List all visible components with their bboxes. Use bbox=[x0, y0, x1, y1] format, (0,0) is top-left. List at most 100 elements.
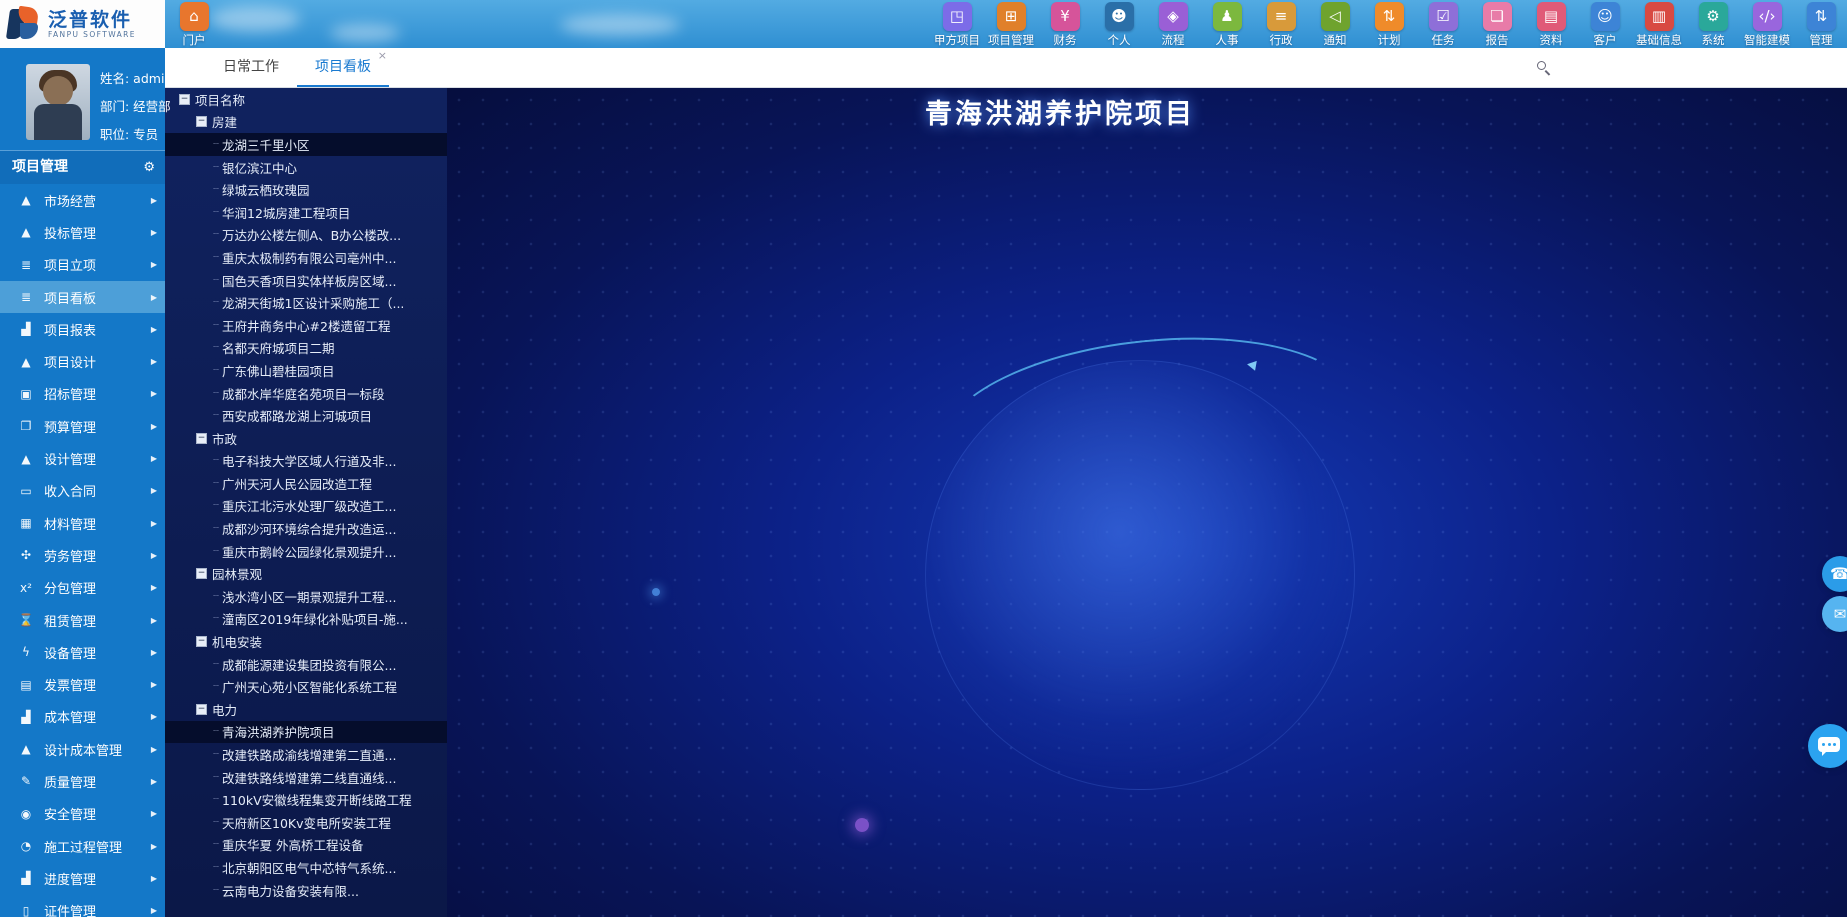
nav-item-label: 项目管理 bbox=[988, 33, 1034, 47]
tree-expand-icon[interactable]: − bbox=[196, 636, 207, 648]
sidebar-item-项目设计[interactable]: ▲ 项目设计 ▶ bbox=[0, 345, 165, 377]
sidebar-item-安全管理[interactable]: ◉ 安全管理 ▶ bbox=[0, 798, 165, 830]
tree-item-北京朝阳区电气中芯特气系统...[interactable]: ┄ 北京朝阳区电气中芯特气系统... bbox=[165, 856, 447, 879]
tree-item-电力[interactable]: − 电力 bbox=[165, 698, 447, 721]
sidebar-item-项目看板[interactable]: ≣ 项目看板 ▶ bbox=[0, 280, 165, 314]
sidebar-item-成本管理[interactable]: ▟ 成本管理 ▶ bbox=[0, 701, 165, 733]
sidebar-item-项目立项[interactable]: ≣ 项目立项 ▶ bbox=[0, 249, 165, 281]
tree-item-重庆江北污水处理厂级改造工...[interactable]: ┄ 重庆江北污水处理厂级改造工... bbox=[165, 495, 447, 518]
search-icon[interactable] bbox=[1536, 60, 1552, 76]
sidebar-item-租赁管理[interactable]: ⌛ 租赁管理 ▶ bbox=[0, 604, 165, 636]
tree-item-成都能源建设集团投资有限公...[interactable]: ┄ 成都能源建设集团投资有限公... bbox=[165, 653, 447, 676]
tree-item-园林景观[interactable]: − 园林景观 bbox=[165, 562, 447, 585]
nav-item-行政[interactable]: ≡ 行政 bbox=[1255, 2, 1307, 48]
tree-item-广州天心苑小区智能化系统工程[interactable]: ┄ 广州天心苑小区智能化系统工程 bbox=[165, 675, 447, 698]
tree-item-龙湖三千里小区[interactable]: ┄ 龙湖三千里小区 bbox=[165, 133, 447, 156]
nav-item-客户[interactable]: ☺ 客户 bbox=[1579, 2, 1631, 48]
nav-item-人事[interactable]: ♟ 人事 bbox=[1201, 2, 1253, 48]
tree-item-电子科技大学区域人行道及非...[interactable]: ┄ 电子科技大学区域人行道及非... bbox=[165, 450, 447, 473]
sidebar-item-设计管理[interactable]: ▲ 设计管理 ▶ bbox=[0, 442, 165, 474]
tree-item-云南电力设备安装有限...[interactable]: ┄ 云南电力设备安装有限... bbox=[165, 879, 447, 902]
tree-item-110kV安徽线程集变开断线路工程[interactable]: ┄ 110kV安徽线程集变开断线路工程 bbox=[165, 788, 447, 811]
chevron-right-icon: ▶ bbox=[150, 292, 157, 302]
tree-item-改建铁路线增建第二线直通线...[interactable]: ┄ 改建铁路线增建第二线直通线... bbox=[165, 766, 447, 789]
sidebar-item-材料管理[interactable]: ▦ 材料管理 ▶ bbox=[0, 507, 165, 539]
nav-item-任务[interactable]: ☑ 任务 bbox=[1417, 2, 1469, 48]
tree-item-机电安装[interactable]: − 机电安装 bbox=[165, 630, 447, 653]
tab-项目看板[interactable]: 项目看板 × bbox=[297, 47, 389, 87]
tree-item-绿城云栖玫瑰园[interactable]: ┄ 绿城云栖玫瑰园 bbox=[165, 178, 447, 201]
nav-item-资料[interactable]: ▤ 资料 bbox=[1525, 2, 1577, 48]
nav-item-甲方项目[interactable]: ◳ 甲方项目 bbox=[931, 2, 983, 48]
sidebar-item-施工过程管理[interactable]: ◔ 施工过程管理 ▶ bbox=[0, 830, 165, 862]
sidebar-item-劳务管理[interactable]: ✣ 劳务管理 ▶ bbox=[0, 539, 165, 571]
tree-expand-icon[interactable]: − bbox=[196, 432, 207, 444]
tree-item-成都水岸华庭名苑项目一标段[interactable]: ┄ 成都水岸华庭名苑项目一标段 bbox=[165, 382, 447, 405]
nav-item-流程[interactable]: ◈ 流程 bbox=[1147, 2, 1199, 48]
sidebar-item-进度管理[interactable]: ▟ 进度管理 ▶ bbox=[0, 862, 165, 894]
sidebar-item-招标管理[interactable]: ▣ 招标管理 ▶ bbox=[0, 378, 165, 410]
sidebar-item-质量管理[interactable]: ✎ 质量管理 ▶ bbox=[0, 765, 165, 797]
tree-item-名都天府城项目二期[interactable]: ┄ 名都天府城项目二期 bbox=[165, 337, 447, 360]
tree-item-广东佛山碧桂园项目[interactable]: ┄ 广东佛山碧桂园项目 bbox=[165, 359, 447, 382]
tree-item-青海洪湖养护院项目[interactable]: ┄ 青海洪湖养护院项目 bbox=[165, 720, 447, 744]
tab-close-icon[interactable]: × bbox=[377, 49, 387, 62]
tree-item-广州天河人民公园改造工程[interactable]: ┄ 广州天河人民公园改造工程 bbox=[165, 472, 447, 495]
nav-item-基础信息[interactable]: ▥ 基础信息 bbox=[1633, 2, 1685, 48]
tree-item-国色天香项目实体样板房区域...[interactable]: ┄ 国色天香项目实体样板房区域... bbox=[165, 269, 447, 292]
sidebar-item-发票管理[interactable]: ▤ 发票管理 ▶ bbox=[0, 668, 165, 700]
tree-item-重庆华夏 外高桥工程设备[interactable]: ┄ 重庆华夏 外高桥工程设备 bbox=[165, 834, 447, 857]
tree-item-华润12城房建工程项目[interactable]: ┄ 华润12城房建工程项目 bbox=[165, 201, 447, 224]
sidebar-item-投标管理[interactable]: ▲ 投标管理 ▶ bbox=[0, 216, 165, 248]
sidebar-item-设计成本管理[interactable]: ▲ 设计成本管理 ▶ bbox=[0, 733, 165, 765]
nav-item-计划[interactable]: ⇅ 计划 bbox=[1363, 2, 1415, 48]
tree-expand-icon[interactable]: − bbox=[196, 568, 207, 580]
sidebar-item-icon: ▟ bbox=[21, 709, 31, 724]
sidebar-item-设备管理[interactable]: ϟ 设备管理 ▶ bbox=[0, 636, 165, 668]
nav-item-通知[interactable]: ◁ 通知 bbox=[1309, 2, 1361, 48]
nav-item-财务[interactable]: ¥ 财务 bbox=[1039, 2, 1091, 48]
tab-日常工作[interactable]: 日常工作 bbox=[223, 59, 279, 75]
sidebar-item-icon: ▲ bbox=[21, 742, 31, 757]
tree-item-西安成都路龙湖上河城项目[interactable]: ┄ 西安成都路龙湖上河城项目 bbox=[165, 404, 447, 427]
tree-expand-icon[interactable]: − bbox=[179, 93, 190, 105]
tree-expand-icon[interactable]: − bbox=[196, 703, 207, 715]
tree-connector: ┄ bbox=[213, 206, 220, 218]
sidebar-item-预算管理[interactable]: ❐ 预算管理 ▶ bbox=[0, 410, 165, 442]
tree-item-改建铁路成渝线增建第二直通...[interactable]: ┄ 改建铁路成渝线增建第二直通... bbox=[165, 743, 447, 766]
tabs: 日常工作 项目看板 × bbox=[205, 47, 389, 87]
sidebar-item-label: 收入合同 bbox=[44, 485, 97, 501]
tree-item-银亿滨江中心[interactable]: ┄ 银亿滨江中心 bbox=[165, 156, 447, 179]
tree-item-label: 国色天香项目实体样板房区域... bbox=[222, 273, 397, 289]
tree-item-重庆太极制药有限公司亳州中...[interactable]: ┄ 重庆太极制药有限公司亳州中... bbox=[165, 246, 447, 269]
nav-item-管理[interactable]: ⇅ 管理 bbox=[1795, 2, 1847, 48]
tree-item-天府新区10Kv变电所安装工程[interactable]: ┄ 天府新区10Kv变电所安装工程 bbox=[165, 811, 447, 834]
tree-item-王府井商务中心#2楼遗留工程[interactable]: ┄ 王府井商务中心#2楼遗留工程 bbox=[165, 314, 447, 337]
floating-chat-button[interactable] bbox=[1808, 724, 1847, 768]
nav-item-系统[interactable]: ⚙ 系统 bbox=[1687, 2, 1739, 48]
tree-item-房建[interactable]: − 房建 bbox=[165, 111, 447, 134]
tree-item-潼南区2019年绿化补贴项目-施...[interactable]: ┄ 潼南区2019年绿化补贴项目-施... bbox=[165, 608, 447, 631]
tree-item-重庆市鹅岭公园绿化景观提升...[interactable]: ┄ 重庆市鹅岭公园绿化景观提升... bbox=[165, 540, 447, 563]
sidebar-item-项目报表[interactable]: ▟ 项目报表 ▶ bbox=[0, 313, 165, 345]
nav-item-报告[interactable]: ❏ 报告 bbox=[1471, 2, 1523, 48]
nav-item-智能建模[interactable]: ‹/› 智能建模 bbox=[1741, 2, 1793, 48]
tree-item-项目名称[interactable]: − 项目名称 bbox=[165, 88, 447, 111]
floating-contact-button-2[interactable]: ✉ bbox=[1822, 596, 1847, 632]
gear-icon[interactable]: ⚙ bbox=[143, 160, 155, 175]
nav-item-portal[interactable]: ⌂ 门户 bbox=[168, 2, 220, 48]
tree-item-龙湖天街城1区设计采购施工（...[interactable]: ┄ 龙湖天街城1区设计采购施工（... bbox=[165, 291, 447, 314]
sidebar-item-分包管理[interactable]: x² 分包管理 ▶ bbox=[0, 572, 165, 604]
sidebar-item-label: 项目看板 bbox=[44, 291, 97, 307]
nav-item-项目管理[interactable]: ⊞ 项目管理 bbox=[985, 2, 1037, 48]
tree-item-万达办公楼左侧A、B办公楼改...[interactable]: ┄ 万达办公楼左侧A、B办公楼改... bbox=[165, 224, 447, 247]
sidebar-item-收入合同[interactable]: ▭ 收入合同 ▶ bbox=[0, 475, 165, 507]
floating-contact-button-1[interactable]: ☎ bbox=[1822, 556, 1847, 592]
tree-item-成都沙河环境综合提升改造运...[interactable]: ┄ 成都沙河环境综合提升改造运... bbox=[165, 517, 447, 540]
tree-item-市政[interactable]: − 市政 bbox=[165, 427, 447, 450]
sidebar-item-市场经营[interactable]: ▲ 市场经营 ▶ bbox=[0, 184, 165, 216]
nav-item-个人[interactable]: ☻ 个人 bbox=[1093, 2, 1145, 48]
sidebar-item-证件管理[interactable]: ▯ 证件管理 ▶ bbox=[0, 895, 165, 917]
tree-item-浅水湾小区一期景观提升工程...[interactable]: ┄ 浅水湾小区一期景观提升工程... bbox=[165, 585, 447, 608]
tree-expand-icon[interactable]: − bbox=[196, 116, 207, 128]
